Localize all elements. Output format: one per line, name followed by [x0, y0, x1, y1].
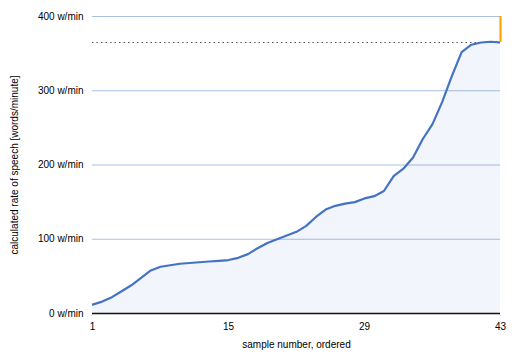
svg-text:300 w/min: 300 w/min — [38, 85, 84, 96]
svg-text:29: 29 — [359, 321, 371, 332]
svg-text:100 w/min: 100 w/min — [38, 233, 84, 244]
svg-text:1: 1 — [90, 321, 96, 332]
svg-text:calculated rate of speech [wor: calculated rate of speech [words/minute] — [9, 75, 20, 254]
svg-text:200 w/min: 200 w/min — [38, 159, 84, 170]
svg-text:15: 15 — [223, 321, 235, 332]
svg-text:0 w/min: 0 w/min — [49, 308, 83, 319]
svg-text:sample number, ordered: sample number, ordered — [242, 339, 350, 350]
svg-text:43: 43 — [495, 321, 507, 332]
svg-text:400 w/min: 400 w/min — [38, 11, 84, 22]
